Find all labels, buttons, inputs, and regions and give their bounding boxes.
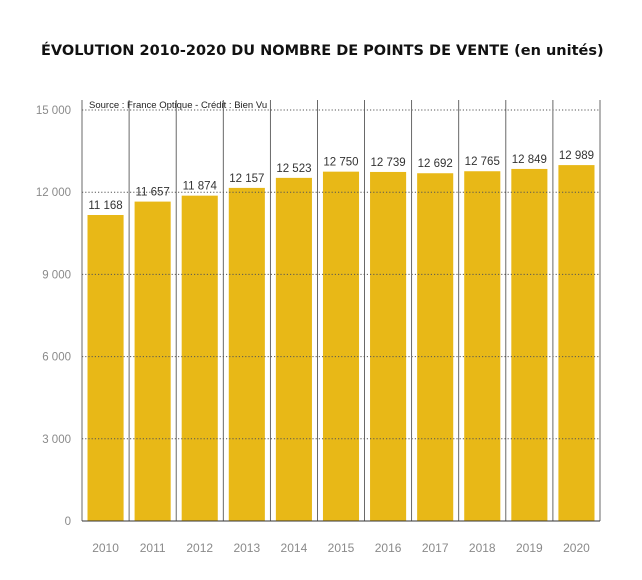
bar <box>275 177 312 521</box>
x-tick-label: 2020 <box>563 541 590 555</box>
data-label: 12 692 <box>418 158 453 170</box>
data-label: 12 849 <box>512 154 547 166</box>
data-label: 12 989 <box>559 150 594 162</box>
bar <box>558 165 595 522</box>
x-tick-label: 2018 <box>469 541 496 555</box>
bar <box>181 195 218 521</box>
x-tick-label: 2016 <box>375 541 402 555</box>
x-tick-label: 2014 <box>281 541 308 555</box>
y-tick-label: 12 000 <box>36 187 71 199</box>
plot-area: 0 3 000 6 000 9 000 12 000 15 000 11 168 11 657… <box>36 100 601 555</box>
x-tick-label: 2017 <box>422 541 449 555</box>
bar <box>464 171 501 521</box>
x-tick-label: 2013 <box>233 541 260 555</box>
data-label: 11 874 <box>183 181 218 193</box>
bar <box>87 214 124 521</box>
data-label: 11 168 <box>88 200 122 212</box>
bar <box>322 171 360 521</box>
source-note: Source : France Optique - Crédit : Bien … <box>89 100 267 111</box>
y-tick-label: 9 000 <box>42 269 71 281</box>
data-label: 12 523 <box>276 163 311 175</box>
x-tick-label: 2015 <box>328 541 355 555</box>
y-tick-label: 6 000 <box>42 352 71 364</box>
bar <box>511 168 548 522</box>
data-label: 12 750 <box>323 157 358 169</box>
data-label: 12 739 <box>370 157 405 169</box>
bar <box>134 201 171 521</box>
x-tick-label: 2019 <box>516 541 543 555</box>
y-tick-label: 15 000 <box>36 105 71 117</box>
data-label: 11 657 <box>135 187 169 199</box>
y-tick-label: 0 <box>65 516 71 528</box>
bar <box>228 187 265 521</box>
data-label: 12 765 <box>465 156 500 168</box>
x-tick-label: 2011 <box>140 541 166 555</box>
x-tick-label: 2012 <box>186 541 213 555</box>
bar <box>417 173 454 521</box>
y-tick-label: 3 000 <box>42 434 71 446</box>
chart-title: ÉVOLUTION 2010-2020 DU NOMBRE DE POINTS … <box>41 42 604 59</box>
data-label: 12 157 <box>229 173 264 185</box>
x-tick-label: 2010 <box>92 541 119 555</box>
bar <box>370 171 407 521</box>
